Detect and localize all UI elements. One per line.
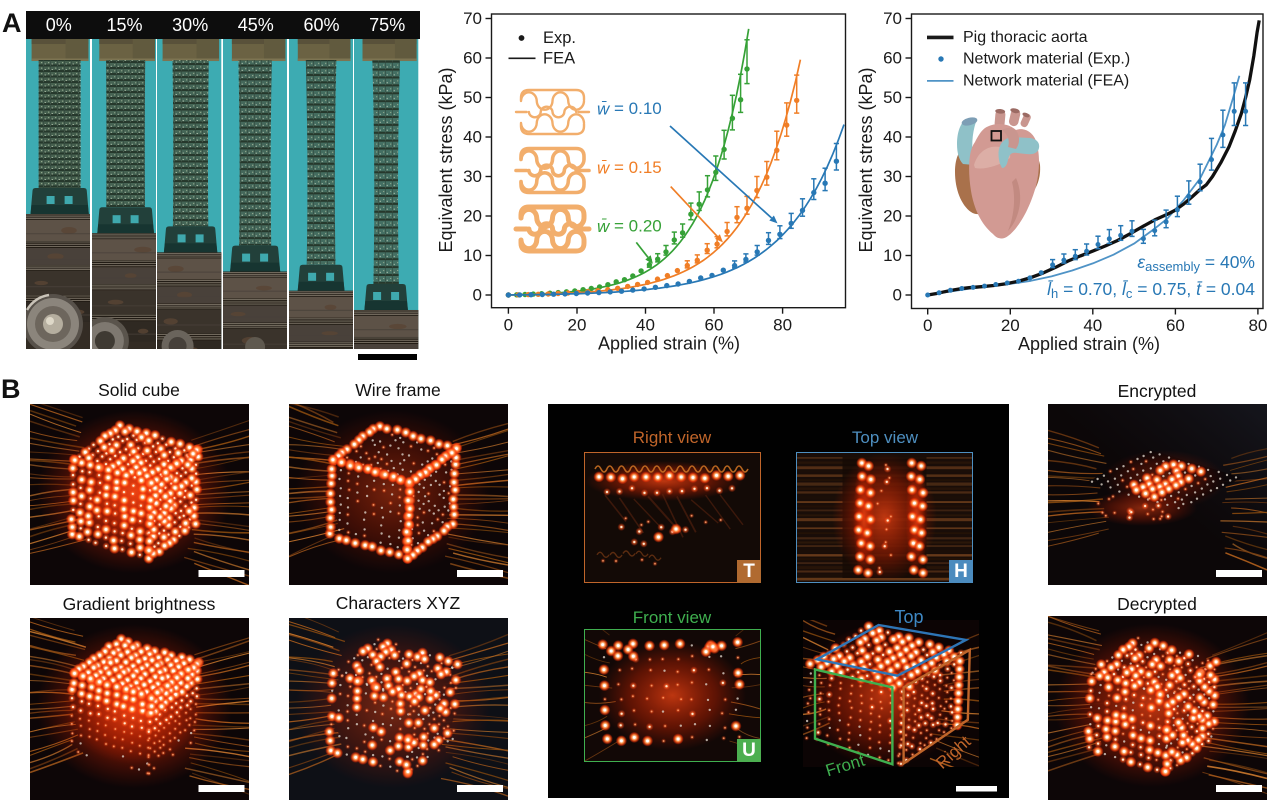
svg-text:Network material (Exp.): Network material (Exp.)	[963, 51, 1130, 68]
svg-text:40: 40	[636, 316, 655, 335]
svg-text:30: 30	[463, 167, 482, 186]
svg-text:70: 70	[883, 9, 902, 28]
svg-text:60: 60	[463, 49, 482, 68]
svg-text:εassembly = 40%: εassembly = 40%	[1137, 252, 1255, 274]
svg-text:Network material (FEA): Network material (FEA)	[963, 72, 1129, 89]
svg-text:Equivalent stress (kPa): Equivalent stress (kPa)	[856, 67, 876, 252]
svg-text:FEA: FEA	[543, 49, 575, 67]
svg-text:0: 0	[473, 286, 482, 305]
svg-text:40: 40	[1083, 316, 1102, 335]
svg-text:Applied strain (%): Applied strain (%)	[1018, 334, 1160, 354]
svg-text:20: 20	[883, 207, 902, 226]
svg-text:0: 0	[893, 286, 902, 305]
svg-text:60: 60	[705, 316, 724, 335]
svg-text:80: 80	[1248, 316, 1267, 335]
svg-text:Equivalent stress (kPa): Equivalent stress (kPa)	[436, 67, 456, 252]
svg-text:80: 80	[773, 316, 792, 335]
svg-text:50: 50	[883, 88, 902, 107]
svg-text:40: 40	[463, 128, 482, 147]
svg-text:20: 20	[1001, 316, 1020, 335]
svg-text:0: 0	[923, 316, 932, 335]
svg-text:60: 60	[883, 49, 902, 68]
svg-text:20: 20	[463, 207, 482, 226]
svg-text:Exp.: Exp.	[543, 29, 576, 47]
svg-text:20: 20	[568, 316, 587, 335]
svg-text:Front: Front	[823, 751, 867, 781]
svg-text:10: 10	[883, 246, 902, 265]
svg-text:Right: Right	[932, 732, 974, 773]
svg-text:30: 30	[883, 167, 902, 186]
svg-text:60: 60	[1166, 316, 1185, 335]
svg-text:10: 10	[463, 246, 482, 265]
svg-text:w̄ = 0.10: w̄ = 0.10	[597, 99, 662, 118]
svg-text:0: 0	[504, 316, 513, 335]
svg-text:Applied strain (%): Applied strain (%)	[598, 334, 740, 354]
svg-text:w̄ = 0.20: w̄ = 0.20	[597, 217, 662, 236]
svg-text:w̄ = 0.15: w̄ = 0.15	[597, 158, 662, 177]
svg-text:50: 50	[463, 88, 482, 107]
svg-text:70: 70	[463, 9, 482, 28]
svg-text:Pig thoracic aorta: Pig thoracic aorta	[963, 29, 1088, 46]
svg-text:40: 40	[883, 128, 902, 147]
svg-text:l̄h = 0.70, l̄c = 0.75, t̄ = 0: l̄h = 0.70, l̄c = 0.75, t̄ = 0.04	[1047, 279, 1255, 301]
